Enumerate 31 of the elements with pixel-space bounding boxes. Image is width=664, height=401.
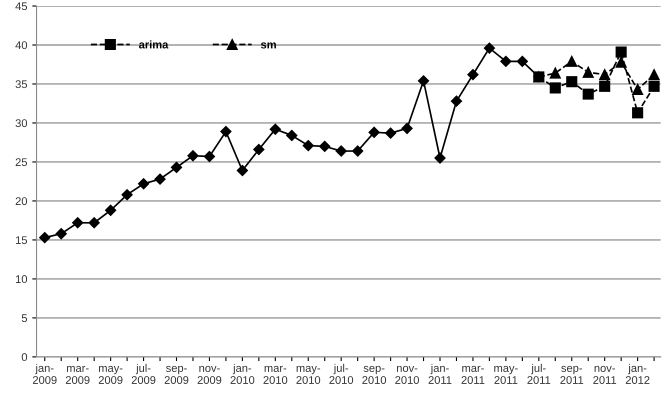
x-tick-label: jul- 2009 bbox=[132, 364, 156, 384]
x-tick-label: nov- 2009 bbox=[198, 366, 222, 384]
x-tick-label: jan- 2009 bbox=[32, 364, 57, 384]
x-tick-label: mar- 2011 bbox=[462, 366, 484, 384]
x-tick-label: may- 2010 bbox=[296, 366, 320, 384]
y-tick-label: 5 bbox=[22, 314, 28, 322]
x-tick-label: nov- 2010 bbox=[395, 366, 419, 384]
y-tick-label: 15 bbox=[16, 236, 28, 244]
x-tick-label: jan- 2012 bbox=[626, 364, 650, 384]
x-tick-label: nov- 2011 bbox=[593, 366, 616, 384]
y-tick-label: 20 bbox=[16, 197, 28, 206]
x-tick-label: mar- 2010 bbox=[264, 366, 288, 384]
y-tick-label: 45 bbox=[15, 2, 28, 10]
y-tick-label: 30 bbox=[16, 119, 28, 128]
x-tick-label: sep- 2011 bbox=[560, 366, 584, 384]
x-tick-label: jan- 2011 bbox=[428, 364, 452, 384]
legend-label: sm bbox=[260, 42, 276, 48]
y-tick-label: 10 bbox=[16, 275, 28, 284]
x-tick-label: jul- 2011 bbox=[527, 364, 550, 384]
y-tick-label: 25 bbox=[16, 158, 28, 166]
x-tick-label: may- 2011 bbox=[494, 366, 518, 384]
x-tick-label: jul- 2010 bbox=[329, 364, 354, 384]
x-tick-label: sep- 2010 bbox=[362, 366, 386, 384]
x-tick-label: mar- 2009 bbox=[66, 366, 90, 384]
x-tick-label: sep- 2009 bbox=[164, 366, 188, 384]
legend-label: arima bbox=[139, 40, 168, 48]
y-tick-label: 0 bbox=[22, 353, 28, 362]
y-tick-label: 40 bbox=[15, 41, 28, 50]
x-tick-label: may- 2009 bbox=[98, 366, 122, 384]
x-tick-label: jan- 2010 bbox=[230, 364, 254, 384]
y-tick-label: 35 bbox=[16, 80, 28, 88]
